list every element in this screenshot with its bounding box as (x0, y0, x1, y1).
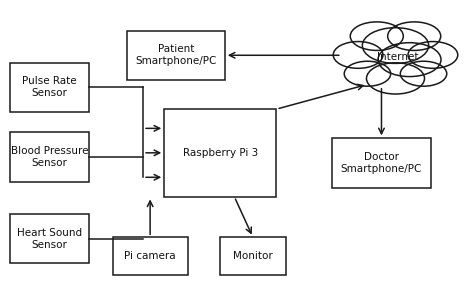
Ellipse shape (350, 22, 403, 51)
Text: Patient
Smartphone/PC: Patient Smartphone/PC (135, 44, 217, 66)
Text: Raspberry Pi 3: Raspberry Pi 3 (182, 148, 258, 158)
FancyBboxPatch shape (332, 138, 430, 188)
FancyBboxPatch shape (10, 132, 90, 182)
Text: Pi camera: Pi camera (124, 251, 176, 261)
Ellipse shape (344, 61, 391, 86)
Text: Blood Pressure
Sensor: Blood Pressure Sensor (11, 146, 88, 168)
Ellipse shape (362, 28, 428, 64)
FancyBboxPatch shape (127, 31, 225, 80)
Ellipse shape (401, 61, 447, 86)
Ellipse shape (408, 41, 458, 68)
Text: Pulse Rate
Sensor: Pulse Rate Sensor (22, 76, 77, 98)
Text: Internet: Internet (377, 52, 419, 62)
FancyBboxPatch shape (113, 237, 188, 275)
FancyBboxPatch shape (10, 63, 90, 112)
FancyBboxPatch shape (220, 237, 286, 275)
Ellipse shape (388, 22, 441, 51)
FancyBboxPatch shape (10, 214, 90, 263)
Ellipse shape (366, 63, 425, 94)
FancyBboxPatch shape (164, 109, 276, 196)
Text: Monitor: Monitor (233, 251, 273, 261)
Ellipse shape (378, 43, 441, 76)
Text: Heart Sound
Sensor: Heart Sound Sensor (17, 228, 82, 250)
Ellipse shape (333, 41, 383, 68)
Text: Doctor
Smartphone/PC: Doctor Smartphone/PC (341, 152, 422, 174)
